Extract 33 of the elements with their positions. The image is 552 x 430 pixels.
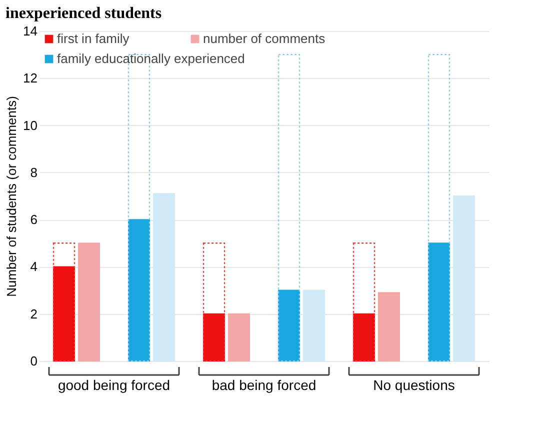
- bar: [203, 313, 225, 362]
- bar: [278, 54, 300, 362]
- x-tick-label: bad being forced: [212, 377, 316, 393]
- bar: [278, 290, 300, 362]
- y-tick-label: 6: [30, 212, 38, 228]
- legend-label: family educationally experienced: [57, 51, 245, 66]
- y-tick-label: 0: [30, 354, 38, 368]
- bar: [428, 242, 450, 362]
- y-tick-label: 12: [23, 70, 38, 86]
- x-tick-label: good being forced: [58, 377, 170, 393]
- bar: [53, 266, 75, 362]
- y-tick-label: 14: [23, 24, 38, 38]
- bar: [303, 290, 325, 362]
- y-tick-label: 2: [30, 306, 38, 322]
- bar: [153, 193, 175, 362]
- chart-title: inexperienced students: [6, 5, 162, 22]
- bar: [453, 196, 475, 362]
- y-tick-label: 8: [30, 164, 38, 180]
- bar: [428, 54, 450, 362]
- x-tick-label: No questions: [373, 377, 455, 393]
- bar: [78, 242, 100, 362]
- bar: [52, 242, 76, 362]
- bar: [202, 242, 226, 362]
- y-tick-label: 10: [23, 118, 38, 133]
- legend-label: number of comments: [203, 31, 326, 46]
- bar: [353, 313, 375, 362]
- bar: [228, 313, 250, 362]
- legend-label: first in family: [57, 31, 130, 46]
- bar: [128, 219, 150, 362]
- y-tick-label: 4: [30, 259, 38, 274]
- bar: [378, 292, 400, 362]
- y-axis-title: Number of students (or comments): [4, 96, 20, 297]
- bar: [352, 242, 376, 362]
